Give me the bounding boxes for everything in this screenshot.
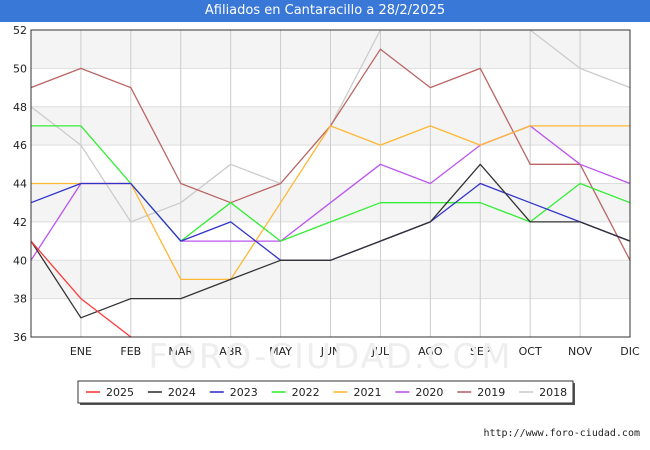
y-tick-label: 42 bbox=[13, 216, 27, 229]
legend-label-2020: 2020 bbox=[415, 386, 443, 399]
series-group bbox=[31, 30, 630, 337]
x-tick-label: SEP bbox=[470, 345, 491, 358]
legend-label-2021: 2021 bbox=[354, 386, 382, 399]
x-tick-label: DIC bbox=[620, 345, 640, 358]
x-tick-label: MAR bbox=[168, 345, 193, 358]
chart-title: Afiliados en Cantaracillo a 28/2/2025 bbox=[204, 3, 446, 18]
legend-label-2019: 2019 bbox=[477, 386, 505, 399]
source-credit: http://www.foro-ciudad.com bbox=[483, 428, 640, 439]
y-tick-label: 44 bbox=[13, 178, 27, 191]
y-tick-label: 48 bbox=[13, 101, 27, 114]
legend-box bbox=[77, 380, 574, 404]
x-tick-label: FEB bbox=[120, 345, 141, 358]
legend-label-2018: 2018 bbox=[539, 386, 567, 399]
watermark: FORO-CIUDAD.COM bbox=[148, 337, 512, 377]
plot-frame bbox=[30, 29, 631, 338]
x-tick-label: NOV bbox=[568, 345, 593, 358]
legend-label-2023: 2023 bbox=[230, 386, 258, 399]
y-tick-label: 46 bbox=[13, 139, 27, 152]
series-line-2025 bbox=[31, 240, 132, 337]
x-tick-label: ABR bbox=[219, 345, 242, 358]
y-tick-label: 52 bbox=[13, 24, 27, 37]
y-tick-label: 50 bbox=[13, 62, 27, 75]
legend-label-2025: 2025 bbox=[106, 386, 134, 399]
x-tick-label: JUL bbox=[371, 345, 390, 358]
legend-label-2024: 2024 bbox=[168, 386, 196, 399]
x-tick-label: AGO bbox=[418, 345, 443, 358]
y-tick-label: 40 bbox=[13, 254, 27, 267]
legend-label-2022: 2022 bbox=[292, 386, 320, 399]
title-bar bbox=[0, 0, 650, 22]
x-tick-label: JUN bbox=[320, 345, 341, 358]
y-tick-label: 38 bbox=[13, 293, 27, 306]
x-tick-label: OCT bbox=[519, 345, 542, 358]
x-tick-label: ENE bbox=[70, 345, 92, 358]
x-tick-label: MAY bbox=[269, 345, 292, 358]
y-tick-label: 36 bbox=[13, 331, 27, 344]
series-line-2024 bbox=[31, 163, 630, 319]
